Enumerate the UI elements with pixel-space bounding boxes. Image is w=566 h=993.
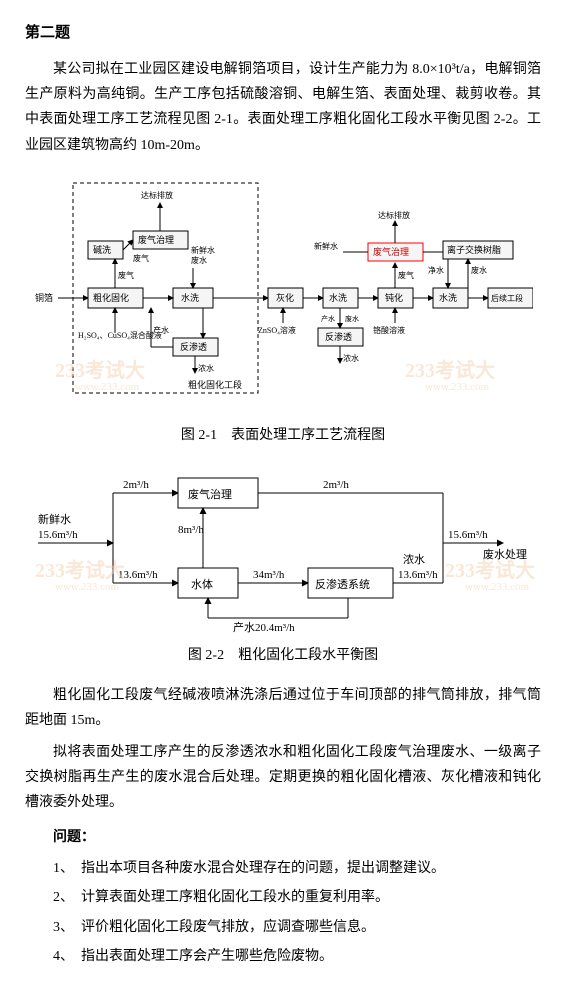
- svg-text:2m³/h: 2m³/h: [323, 479, 349, 491]
- svg-text:浓水: 浓水: [403, 553, 425, 566]
- svg-text:废气: 废气: [398, 270, 414, 280]
- svg-text:ZnSO₄溶液: ZnSO₄溶液: [258, 325, 296, 335]
- svg-text:碱洗: 碱洗: [93, 244, 111, 255]
- figure-1-container: 233考试大 www.233.com 233考试大 www.233.com 粗化…: [25, 173, 541, 448]
- svg-text:反渗透: 反渗透: [180, 341, 207, 352]
- paragraph-2: 粗化固化工段废气经碱液喷淋洗涤后通过位于车间顶部的排气筒排放，排气筒距地面 15…: [25, 683, 541, 733]
- figure-1-caption: 图 2-1 表面处理工序工艺流程图: [25, 423, 541, 448]
- svg-text:废气治理: 废气治理: [373, 246, 409, 257]
- figure-2-caption: 图 2-2 粗化固化工段水平衡图: [25, 643, 541, 668]
- svg-text:15.6m³/h: 15.6m³/h: [38, 529, 78, 541]
- svg-text:浓水: 浓水: [343, 353, 359, 363]
- svg-text:废气: 废气: [133, 253, 149, 263]
- section-title: 第二题: [25, 20, 541, 47]
- intro-paragraph: 某公司拟在工业园区建设电解铜箔项目，设计生产能力为 8.0×10³t/a，电解铜…: [25, 57, 541, 158]
- svg-text:产水: 产水: [153, 325, 169, 335]
- svg-text:水洗: 水洗: [181, 292, 199, 303]
- svg-text:钝化: 钝化: [385, 292, 403, 303]
- svg-text:水洗: 水洗: [439, 292, 457, 303]
- svg-text:13.6m³/h: 13.6m³/h: [398, 569, 438, 581]
- svg-text:废气治理: 废气治理: [138, 234, 174, 245]
- svg-text:新鲜水: 新鲜水: [191, 245, 215, 255]
- svg-text:废气治理: 废气治理: [188, 487, 232, 501]
- svg-text:浓水: 浓水: [198, 363, 214, 373]
- svg-text:产水20.4m³/h: 产水20.4m³/h: [233, 620, 295, 633]
- question-header: 问题：: [25, 825, 541, 850]
- question-4: 4、 指出表面处理工序会产生哪些危险废物。: [25, 944, 541, 969]
- svg-text:达标排放: 达标排放: [141, 190, 173, 200]
- svg-text:废水: 废水: [345, 314, 359, 323]
- svg-text:反渗透系统: 反渗透系统: [315, 577, 370, 591]
- svg-text:粗化固化: 粗化固化: [93, 292, 129, 303]
- svg-text:产水: 产水: [321, 314, 335, 323]
- svg-text:废水: 废水: [471, 265, 487, 275]
- svg-text:新鲜水: 新鲜水: [314, 241, 338, 251]
- svg-text:反渗透: 反渗透: [325, 331, 352, 342]
- svg-text:灰化: 灰化: [276, 292, 294, 303]
- svg-text:15.6m³/h: 15.6m³/h: [448, 529, 488, 541]
- svg-text:2m³/h: 2m³/h: [123, 479, 149, 491]
- svg-text:34m³/h: 34m³/h: [253, 569, 285, 581]
- figure-2-svg: 新鲜水 15.6m³/h 2m³/h 废气治理 8m³/h 13.6m³/h 水…: [33, 463, 533, 633]
- question-2: 2、 计算表面处理工序粗化固化工段水的重复利用率。: [25, 885, 541, 910]
- svg-text:废气: 废气: [118, 270, 134, 280]
- paragraph-3: 拟将表面处理工序产生的反渗透浓水和粗化固化工段废气治理废水、一级离子交换树脂再生…: [25, 740, 541, 816]
- svg-text:水体: 水体: [191, 577, 213, 591]
- svg-text:8m³/h: 8m³/h: [178, 524, 204, 536]
- question-1: 1、 指出本项目各种废水混合处理存在的问题，提出调整建议。: [25, 856, 541, 881]
- svg-text:H₂SO₄、CuSO₄混合酸液: H₂SO₄、CuSO₄混合酸液: [78, 330, 162, 340]
- svg-text:废水: 废水: [191, 255, 207, 265]
- svg-text:铬酸溶液: 铬酸溶液: [373, 325, 405, 335]
- svg-text:离子交换树脂: 离子交换树脂: [447, 244, 501, 255]
- svg-text:新鲜水: 新鲜水: [38, 512, 71, 526]
- figure-1-svg: 粗化固化工段 铜箔 碱洗 废气治理 废气 达标排放 新鲜水 废水 粗化固化 废气…: [33, 173, 533, 413]
- svg-text:净水: 净水: [428, 265, 444, 275]
- svg-text:铜箔: 铜箔: [35, 292, 53, 303]
- figure-2-container: 233考试大 www.233.com 233考试大 www.233.com 新鲜…: [25, 463, 541, 668]
- svg-text:废水处理: 废水处理: [483, 547, 527, 561]
- svg-text:粗化固化工段: 粗化固化工段: [188, 379, 242, 390]
- svg-text:达标排放: 达标排放: [378, 210, 410, 220]
- question-3: 3、 评价粗化固化工段废气排放，应调查哪些信息。: [25, 915, 541, 940]
- svg-text:13.6m³/h: 13.6m³/h: [118, 569, 158, 581]
- svg-text:后续工段: 后续工段: [491, 293, 523, 303]
- svg-text:水洗: 水洗: [329, 292, 347, 303]
